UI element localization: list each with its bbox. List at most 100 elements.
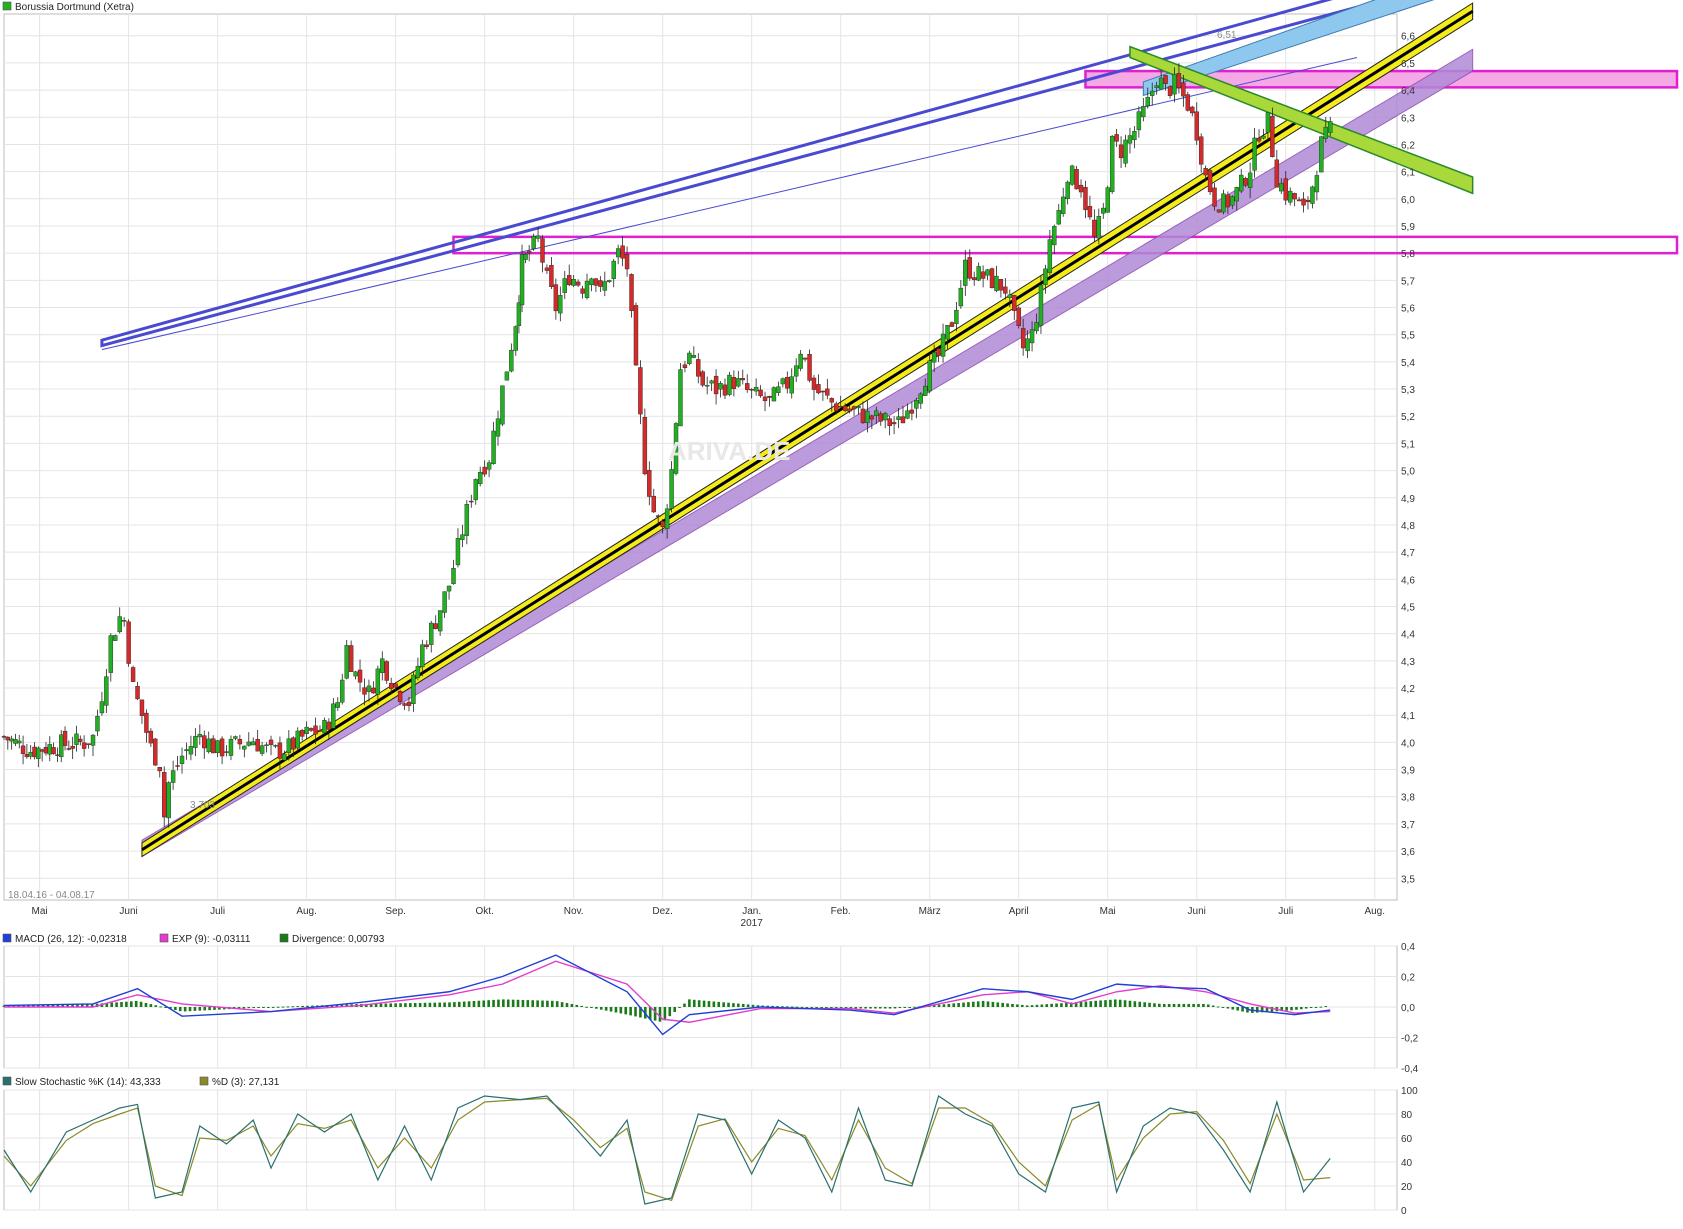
month-tick-label: Okt.: [475, 906, 493, 917]
candle-up: [896, 416, 901, 420]
divergence-bar: [609, 1007, 613, 1012]
candle-up: [1172, 73, 1177, 95]
candle-up: [1265, 112, 1271, 133]
candle-down: [767, 395, 772, 398]
divergence-bar: [1094, 1000, 1098, 1007]
divergence-bar: [1309, 1007, 1313, 1008]
candle-up: [47, 744, 52, 755]
divergence-bar: [957, 1002, 960, 1007]
candle-up: [523, 253, 528, 260]
candle-up: [264, 744, 269, 746]
divergence-bar: [550, 1000, 554, 1007]
range-label: 18.04.16 - 04.08.17: [8, 890, 95, 901]
candle-down: [1185, 94, 1191, 111]
divergence-bar: [712, 1001, 716, 1007]
price-tick-label: 4,8: [1401, 521, 1415, 532]
candle-down: [620, 245, 625, 259]
annotation-high: 6,51: [1217, 30, 1237, 41]
candle-up: [1150, 90, 1155, 96]
legend-stoch-k-swatch: [2, 1076, 12, 1086]
divergence-bar: [286, 1006, 290, 1008]
candle-down: [51, 747, 56, 754]
price-tick-label: 6,4: [1401, 86, 1415, 97]
divergence-bar: [898, 1007, 902, 1009]
candle-up: [865, 410, 870, 424]
candle-up: [687, 352, 692, 364]
divergence-bar: [1001, 1002, 1004, 1007]
candle-down: [1216, 209, 1222, 213]
divergence-bar: [462, 1001, 466, 1007]
candle-up: [914, 400, 919, 409]
candle-down: [598, 280, 603, 287]
divergence-bar: [1099, 1000, 1102, 1007]
candle-up: [108, 635, 114, 673]
divergence-bar: [492, 999, 495, 1007]
candle-down: [553, 284, 559, 312]
candle-down: [70, 745, 75, 749]
candle-up: [1069, 165, 1075, 185]
candle-down: [32, 746, 37, 758]
divergence-bar: [1069, 1002, 1073, 1007]
candle-up: [121, 619, 127, 622]
candle-up: [273, 745, 278, 747]
candle-down: [593, 278, 599, 286]
legend-price-swatch: [2, 1, 12, 11]
candle-down: [936, 348, 941, 356]
candle-up: [607, 280, 612, 282]
divergence-bar: [717, 1001, 721, 1007]
candle-up: [976, 266, 981, 281]
candle-down: [638, 367, 643, 415]
candle-up: [927, 360, 932, 392]
divergence-bar: [110, 1002, 114, 1007]
candle-down: [157, 767, 162, 772]
candle-up: [727, 374, 732, 395]
divergence-bar: [301, 1005, 304, 1007]
candle-down: [998, 279, 1004, 291]
divergence-bar: [854, 1007, 858, 1009]
divergence-bar: [1280, 1007, 1284, 1011]
candle-up: [1287, 190, 1293, 203]
candle-down: [1074, 169, 1079, 190]
candle-down: [1198, 136, 1204, 165]
candle-down: [317, 729, 323, 732]
candle-up: [771, 387, 777, 402]
price-tick-label: 4,7: [1401, 548, 1415, 559]
candle-up: [1109, 135, 1115, 192]
divergence-bar: [565, 1003, 569, 1007]
divergence-bar: [785, 1006, 789, 1008]
candle-up: [1034, 322, 1039, 332]
divergence-bar: [570, 1003, 574, 1007]
divergence-bar: [1197, 1003, 1200, 1007]
divergence-bar: [374, 1003, 378, 1007]
candle-down: [851, 406, 857, 410]
divergence-bar: [1290, 1007, 1293, 1011]
candle-down: [313, 725, 318, 735]
price-tick-label: 6,3: [1401, 113, 1415, 124]
candle-down: [829, 398, 834, 403]
divergence-bar: [1020, 1004, 1024, 1007]
divergence-bar: [741, 1003, 745, 1007]
divergence-bar: [247, 1007, 251, 1009]
divergence-bar: [1324, 1006, 1328, 1008]
divergence-bar: [913, 1006, 916, 1008]
candle-up: [197, 733, 203, 738]
candle-up: [958, 287, 964, 307]
divergence-bar: [830, 1007, 833, 1008]
divergence-bar: [771, 1005, 774, 1007]
candle-up: [246, 741, 251, 746]
candle-down: [740, 378, 745, 381]
macd-tick-label: -0,2: [1401, 1034, 1419, 1045]
divergence-bar: [418, 1002, 422, 1007]
candle-up: [104, 676, 109, 706]
divergence-bar: [937, 1004, 941, 1007]
divergence-bar: [883, 1007, 887, 1009]
divergence-bar: [188, 1007, 192, 1012]
candle-up: [1025, 338, 1030, 352]
divergence-bar: [71, 1004, 74, 1007]
divergence-bar: [1006, 1003, 1009, 1007]
candle-up: [446, 585, 452, 592]
divergence-bar: [457, 1001, 461, 1007]
divergence-bar: [878, 1007, 882, 1009]
candle-up: [798, 353, 803, 369]
